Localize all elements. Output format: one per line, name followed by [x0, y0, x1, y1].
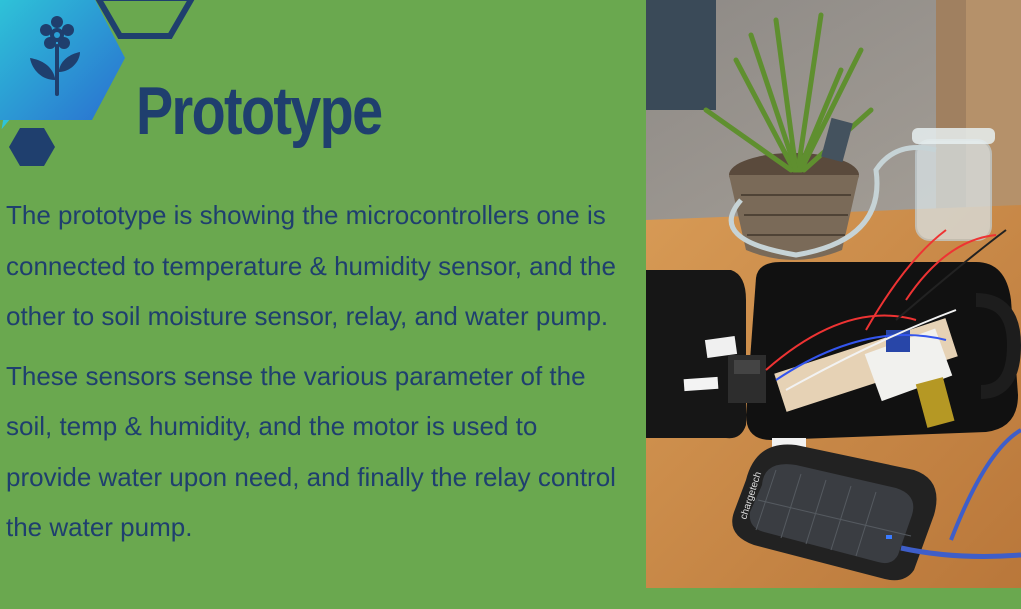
slide-title: Prototype: [136, 73, 383, 149]
hexagon-decoration: [0, 0, 195, 166]
prototype-photo-drawing: chargetech: [646, 0, 1021, 588]
body-text: The prototype is showing the microcontro…: [6, 190, 626, 562]
prototype-photo: chargetech: [646, 0, 1021, 588]
hexagon-large: [0, 0, 125, 120]
flower-icon: [30, 16, 80, 96]
hexagon-small: [9, 128, 55, 166]
paragraph-1: The prototype is showing the microcontro…: [6, 200, 616, 331]
hexagon-outline: [95, 0, 195, 39]
paragraph-2: These sensors sense the various paramete…: [6, 360, 616, 543]
